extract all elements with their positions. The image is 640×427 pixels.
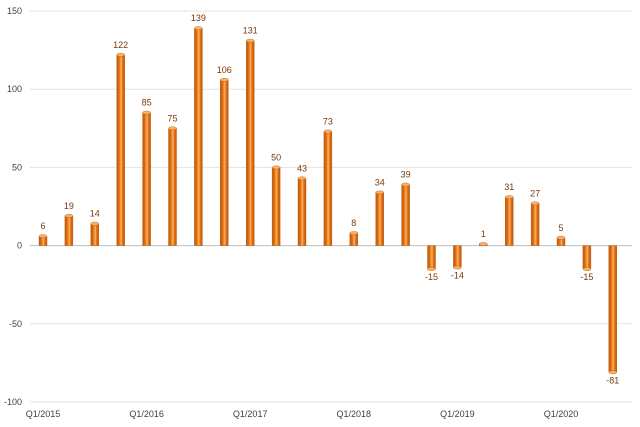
bar-cap: [349, 231, 358, 235]
bar-cap: [142, 110, 151, 115]
data-label: 131: [243, 26, 258, 36]
data-label: 6: [40, 221, 45, 231]
y-tick-label: 150: [7, 6, 22, 16]
data-label: -14: [451, 270, 464, 280]
x-tick-label: Q1/2020: [544, 409, 579, 419]
x-tick-label: Q1/2019: [440, 409, 475, 419]
bar-cap: [220, 78, 229, 82]
bar-Q2/2020: [582, 245, 592, 270]
bar-cap: [556, 235, 566, 240]
bar-cap: [116, 52, 125, 57]
bar-Q2/2016: [168, 128, 177, 246]
data-label: 39: [401, 170, 411, 180]
data-label: 106: [217, 65, 232, 75]
data-label: 1: [481, 229, 486, 239]
data-label: 34: [375, 177, 385, 187]
bar-Q3/2020: [608, 245, 617, 373]
bar-Q3/2019: [505, 196, 514, 246]
bar-Q4/2018: [427, 245, 436, 270]
bar-cap: [582, 267, 592, 271]
x-tick-label: Q1/2016: [129, 409, 164, 419]
bar-Q2/2017: [271, 167, 281, 246]
bar-Q4/2016: [220, 79, 229, 246]
y-tick-label: 0: [17, 241, 22, 251]
data-label: 73: [323, 116, 333, 126]
bar-cap: [64, 214, 74, 218]
bar-cap: [401, 182, 410, 187]
x-axis: Q1/2015 Q1/2016 Q1/2017 Q1/2018 Q1/2019 Q1/20…: [26, 409, 579, 419]
bar-Q3/2018: [401, 184, 410, 246]
bar-cap: [505, 195, 514, 199]
bar-Q3/2015: [90, 223, 100, 246]
data-label: 122: [113, 40, 128, 50]
y-tick-label: -50: [9, 319, 22, 329]
bar-Q2/2015: [64, 215, 74, 246]
bar-cap: [271, 165, 281, 170]
data-label: 19: [64, 201, 74, 211]
y-tick-label: 100: [7, 84, 22, 94]
y-axis: 150 100 50 0 -50 -100: [4, 6, 22, 407]
bar-cap: [38, 234, 48, 239]
data-label: 31: [504, 182, 514, 192]
bar-cap: [194, 26, 203, 31]
bar-cap: [168, 126, 177, 131]
y-tick-label: 50: [12, 162, 22, 172]
y-tick-label: -100: [4, 397, 22, 407]
bar-cap: [427, 267, 436, 271]
bar-Q4/2015: [116, 54, 125, 246]
bar-Q4/2017: [323, 131, 333, 246]
bar-Q2/2018: [375, 192, 384, 246]
bar-cap: [479, 242, 488, 246]
bar-Q1/2016: [142, 112, 151, 246]
data-label: 43: [297, 163, 307, 173]
x-tick-label: Q1/2018: [337, 409, 372, 419]
data-label: 139: [191, 13, 206, 23]
data-label: 14: [90, 209, 100, 219]
data-label: 75: [167, 113, 177, 123]
data-label: 27: [530, 188, 540, 198]
bar-cap: [245, 38, 255, 43]
data-label: -15: [580, 272, 593, 282]
data-label: 50: [271, 152, 281, 162]
data-label: -81: [606, 375, 619, 385]
bar-cap: [453, 265, 462, 270]
bar-cap: [323, 129, 333, 134]
data-label: 8: [351, 218, 356, 228]
bars: [38, 26, 617, 375]
bar-Q3/2016: [194, 28, 203, 246]
bar-Q1/2017: [245, 40, 255, 246]
bar-Q3/2017: [297, 178, 307, 246]
x-tick-label: Q1/2015: [26, 409, 61, 419]
data-label: 85: [142, 98, 152, 108]
bar-Q1/2018: [349, 232, 358, 246]
data-label: 5: [558, 223, 563, 233]
bar-Q1/2019: [453, 245, 462, 268]
bar-cap: [375, 190, 384, 195]
bar-Q4/2019: [530, 203, 540, 246]
bar-cap: [530, 201, 540, 206]
bar-cap: [297, 176, 307, 181]
bar-cap: [608, 370, 617, 375]
bar-cap: [90, 221, 100, 226]
x-tick-label: Q1/2017: [233, 409, 268, 419]
data-label: -15: [425, 272, 438, 282]
